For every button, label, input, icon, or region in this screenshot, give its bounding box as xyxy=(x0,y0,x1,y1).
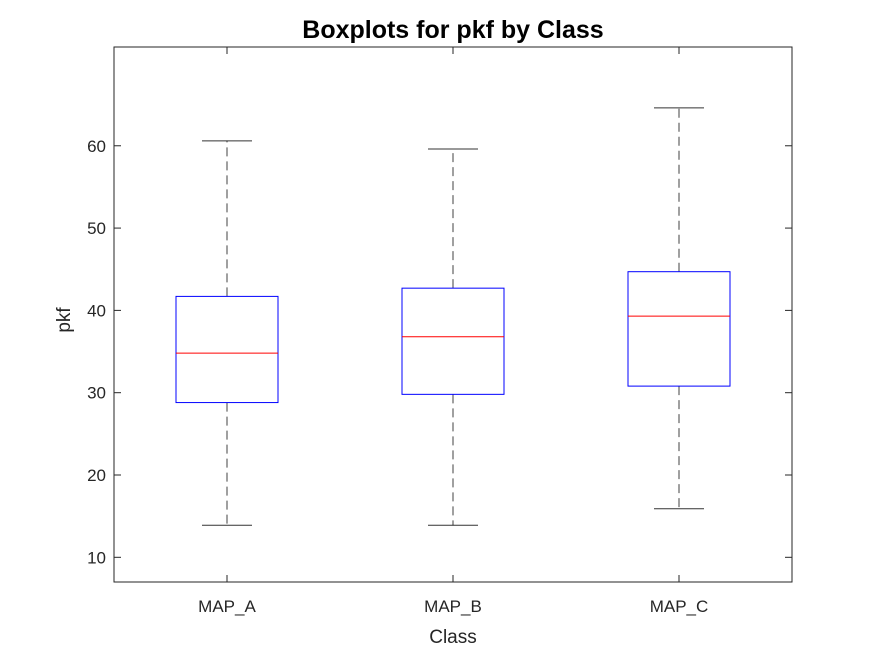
y-tick-label: 20 xyxy=(87,466,106,485)
y-tick-label: 40 xyxy=(87,301,106,320)
box-iqr xyxy=(627,271,731,387)
y-tick-label: 50 xyxy=(87,219,106,238)
x-tick-label: MAP_B xyxy=(424,597,482,616)
plot-area: 10 20 30 40 50 60 MAP_A MAP_B MAP_C xyxy=(87,47,792,616)
x-tick-label: MAP_A xyxy=(198,597,256,616)
box-iqr xyxy=(175,295,279,404)
axes-frame xyxy=(113,46,793,583)
y-axis-label: pkf xyxy=(54,307,75,333)
y-tick-label: 30 xyxy=(87,384,106,403)
x-axis-label: Class xyxy=(429,627,477,648)
y-tick-label: 10 xyxy=(87,548,106,567)
y-tick-label: 60 xyxy=(87,137,106,156)
x-tick-label: MAP_C xyxy=(650,597,709,616)
box-iqr xyxy=(401,287,505,395)
chart-title: Boxplots for pkf by Class xyxy=(302,16,603,44)
